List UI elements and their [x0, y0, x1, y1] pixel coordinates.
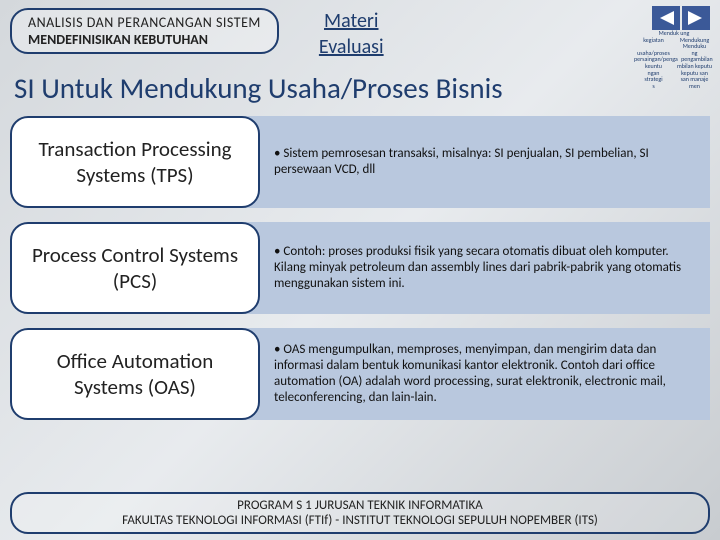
tps-pill: Transaction Processing Systems (TPS)	[10, 116, 260, 208]
legend-r7b: men	[675, 83, 714, 90]
pcs-desc: • Contoh: proses produksi fisik yang sec…	[242, 222, 710, 314]
side-legend: Menduk ung kegiatanMendukung Menduku usa…	[634, 30, 714, 89]
nav-links: Materi Evaluasi	[319, 8, 384, 60]
footer-line1: PROGRAM S 1 JURUSAN TEKNIK INFORMATIKA	[20, 498, 700, 513]
footer-line2: FAKULTAS TEKNOLOGI INFORMASI (FTIf) - IN…	[20, 513, 700, 528]
list-item: Process Control Systems (PCS) • Contoh: …	[0, 222, 720, 314]
title-box: ANALISIS DAN PERANCANGAN SISTEM MENDEFIN…	[10, 8, 279, 54]
oas-pill: Office Automation Systems (OAS)	[10, 328, 260, 420]
title-line1: ANALISIS DAN PERANCANGAN SISTEM	[28, 14, 261, 31]
list-item: Office Automation Systems (OAS) • OAS me…	[0, 328, 720, 420]
content-rows: Transaction Processing Systems (TPS) • S…	[0, 116, 720, 420]
materi-link[interactable]: Materi	[319, 8, 384, 34]
nav-arrows	[652, 6, 710, 30]
tps-desc: • Sistem pemrosesan transaksi, misalnya:…	[242, 116, 710, 208]
footer-box: PROGRAM S 1 JURUSAN TEKNIK INFORMATIKA F…	[10, 492, 710, 534]
main-heading: SI Untuk Mendukung Usaha/Proses Bisnis	[0, 64, 720, 116]
legend-r7a: s	[634, 83, 673, 90]
legend-r1b: Mendukung Menduku	[675, 37, 714, 50]
list-item: Transaction Processing Systems (TPS) • S…	[0, 116, 720, 208]
evaluasi-link[interactable]: Evaluasi	[319, 34, 384, 60]
prev-arrow-icon[interactable]	[652, 6, 680, 30]
title-line2: MENDEFINISIKAN KEBUTUHAN	[28, 31, 261, 48]
oas-desc: • OAS mengumpulkan, memproses, menyimpan…	[242, 328, 710, 420]
pcs-pill: Process Control Systems (PCS)	[10, 222, 260, 314]
next-arrow-icon[interactable]	[682, 6, 710, 30]
legend-r1a: kegiatan	[634, 37, 673, 50]
